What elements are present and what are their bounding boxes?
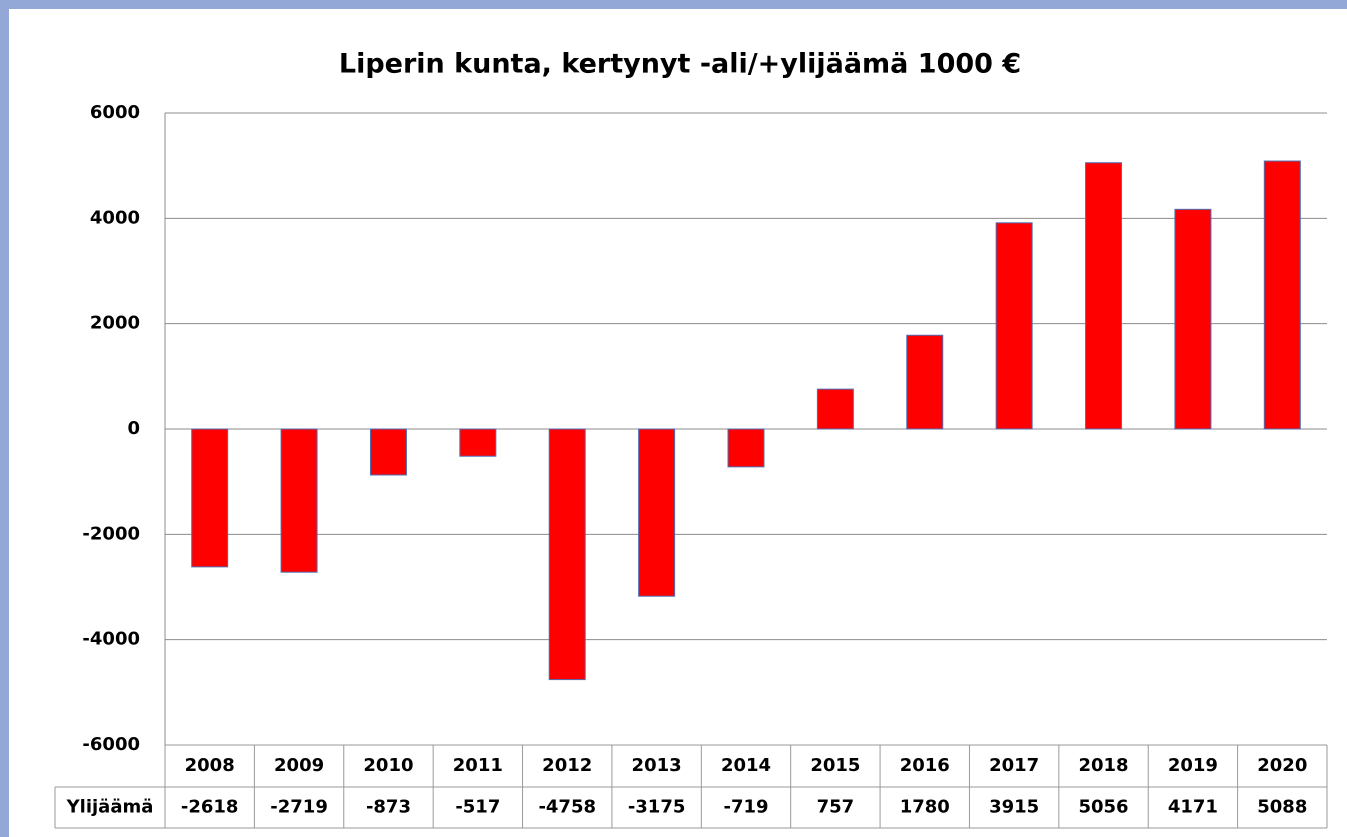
table-value: 1780 [900, 797, 950, 818]
y-tick-label: -2000 [82, 523, 140, 544]
table-series-name: Ylijäämä [66, 797, 154, 818]
chart-title: Liperin kunta, kertynyt -ali/+ylijäämä 1… [339, 49, 1021, 80]
y-tick-label: 0 [127, 418, 140, 439]
y-tick-label: -4000 [82, 629, 140, 650]
table-value: 4171 [1168, 797, 1218, 818]
y-tick-label: 4000 [90, 207, 140, 228]
table-value: 5088 [1257, 797, 1307, 818]
bar [727, 428, 765, 468]
x-tick-label: 2018 [1078, 755, 1128, 776]
x-tick-label: 2017 [989, 755, 1039, 776]
bar [906, 334, 944, 430]
table-value: -517 [455, 797, 500, 818]
table-value: -2618 [181, 797, 239, 818]
table-value: -4758 [538, 797, 596, 818]
table-value: -2719 [270, 797, 328, 818]
bar [1085, 162, 1123, 430]
y-tick-label: 2000 [90, 313, 140, 334]
x-tick-label: 2016 [900, 755, 950, 776]
bar [459, 428, 497, 457]
table-value: -3175 [628, 797, 686, 818]
x-tick-label: 2014 [721, 755, 771, 776]
bar [1174, 208, 1212, 430]
x-tick-label: 2011 [453, 755, 503, 776]
y-tick-label: 6000 [90, 102, 140, 123]
bar [280, 428, 318, 573]
bar [369, 428, 407, 476]
table-value: 757 [817, 797, 855, 818]
y-tick-label: -6000 [82, 734, 140, 755]
table-value: 3915 [989, 797, 1039, 818]
table-value: -719 [723, 797, 768, 818]
bar [548, 428, 586, 681]
bar [191, 428, 229, 568]
x-tick-label: 2010 [363, 755, 413, 776]
x-tick-label: 2012 [542, 755, 592, 776]
x-tick-label: 2020 [1257, 755, 1307, 776]
table-value: 5056 [1078, 797, 1128, 818]
frame-top [0, 0, 1347, 9]
frame-left [0, 0, 9, 837]
x-tick-label: 2019 [1168, 755, 1218, 776]
bar [816, 388, 854, 430]
x-tick-label: 2009 [274, 755, 324, 776]
x-tick-label: 2008 [185, 755, 235, 776]
x-tick-label: 2015 [810, 755, 860, 776]
table-value: -873 [366, 797, 411, 818]
bar [1263, 160, 1301, 430]
bar [638, 428, 676, 597]
x-tick-label: 2013 [632, 755, 682, 776]
bar [995, 222, 1033, 430]
